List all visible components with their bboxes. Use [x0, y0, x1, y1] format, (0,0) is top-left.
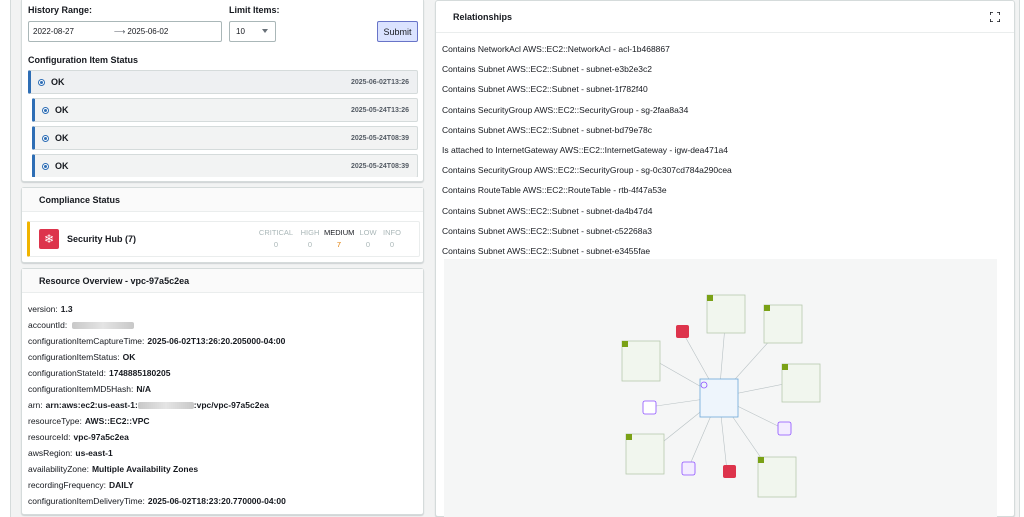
overview-row: awsRegion: us-east-1	[28, 448, 113, 458]
status-time: 2025-05-24T08:39	[351, 134, 409, 142]
history-range-label: History Range:	[28, 5, 93, 15]
relationships-list: Contains NetworkAcl AWS::EC2::NetworkAcl…	[442, 39, 1002, 261]
subnet-node[interactable]	[763, 304, 803, 344]
subnet-icon	[707, 295, 713, 301]
route-table-node-icon[interactable]	[777, 421, 792, 436]
chevron-down-icon	[262, 29, 268, 33]
severity-critical: CRITICAL 0	[258, 228, 294, 249]
network-acl-node-icon[interactable]	[642, 400, 657, 415]
subnet-node[interactable]	[706, 294, 746, 334]
vpc-icon	[700, 381, 708, 389]
overview-row: resourceId: vpc-97a5c2ea	[28, 432, 129, 442]
resource-overview-title: Resource Overview - vpc-97a5c2ea	[22, 269, 423, 293]
relationship-item: Contains Subnet AWS::EC2::Subnet - subne…	[442, 225, 652, 236]
resource-overview-body: version: 1.3 accountId: configurationItem…	[28, 301, 418, 509]
status-label: OK	[51, 77, 65, 87]
security-hub-icon: ❄	[39, 229, 59, 249]
subnet-icon	[758, 457, 764, 463]
limit-items-label: Limit Items:	[229, 5, 280, 15]
severity-info: INFO 0	[383, 228, 401, 249]
compliance-title: Compliance Status	[22, 188, 423, 212]
subnet-node[interactable]	[621, 340, 661, 382]
subnet-icon	[622, 341, 628, 347]
relationships-title: Relationships	[436, 1, 1014, 33]
status-item[interactable]: OK 2025-06-02T13:26	[28, 70, 418, 94]
subnet-node[interactable]	[781, 363, 821, 403]
status-label: OK	[55, 161, 69, 171]
relationship-item: Contains Subnet AWS::EC2::Subnet - subne…	[442, 64, 652, 75]
relationship-item: Contains Subnet AWS::EC2::Subnet - subne…	[442, 84, 648, 95]
overview-row: configurationItemCaptureTime: 2025-06-02T…	[28, 336, 286, 346]
overview-row: recordingFrequency: DAILY	[28, 480, 134, 490]
relationship-item: Contains Subnet AWS::EC2::Subnet - subne…	[442, 124, 652, 135]
relationship-item: Contains SecurityGroup AWS::EC2::Securit…	[442, 165, 732, 176]
overview-row: arn: arn:aws:ec2:us-east-1::vpc/vpc-97a5c…	[28, 400, 269, 410]
overview-row: version: 1.3	[28, 304, 73, 314]
compliance-panel: Compliance Status ❄ Security Hub (7) CRI…	[21, 187, 424, 263]
redacted-account-id	[72, 321, 135, 329]
redacted-account-id	[137, 401, 194, 409]
status-item[interactable]: OK 2025-05-24T08:39	[32, 154, 418, 177]
overview-row: configurationStateId: 1748885180205	[28, 368, 171, 378]
range-arrow-icon: ⟶	[113, 27, 126, 36]
status-time: 2025-05-24T08:39	[351, 162, 409, 170]
limit-items-value: 10	[236, 27, 245, 36]
subnet-node[interactable]	[757, 456, 797, 498]
submit-button[interactable]: Submit	[377, 21, 418, 42]
radio-icon[interactable]	[42, 162, 49, 170]
relationship-item: Contains RouteTable AWS::EC2::RouteTable…	[442, 185, 667, 196]
overview-row: resourceType: AWS::EC2::VPC	[28, 416, 150, 426]
status-item[interactable]: OK 2025-05-24T13:26	[32, 98, 418, 122]
overview-row: availabilityZone: Multiple Availability Z…	[28, 464, 199, 474]
limit-items-select[interactable]: 10	[229, 21, 276, 42]
relationships-panel: Relationships Contains NetworkAcl AWS::E…	[435, 0, 1015, 517]
radio-selected-icon[interactable]	[38, 78, 45, 86]
security-hub-row[interactable]: ❄ Security Hub (7) CRITICAL 0 HIGH 0 MEDIU…	[27, 221, 420, 257]
relationship-graph[interactable]	[444, 259, 997, 517]
subnet-icon	[764, 305, 770, 311]
subnet-node[interactable]	[625, 433, 665, 475]
config-status-title: Configuration Item Status	[28, 55, 138, 65]
security-group-node-icon[interactable]	[676, 325, 689, 338]
severity-medium: MEDIUM 7	[324, 228, 355, 249]
overview-row: configurationItemDeliveryTime: 2025-06-02…	[28, 496, 286, 506]
security-hub-name: Security Hub (7)	[67, 234, 137, 244]
relationship-item: Contains NetworkAcl AWS::EC2::NetworkAcl…	[442, 44, 670, 55]
vpc-node[interactable]	[699, 378, 739, 418]
relationship-item: Contains Subnet AWS::EC2::Subnet - subne…	[442, 245, 651, 256]
status-label: OK	[55, 133, 69, 143]
overview-row: configurationItemMD5Hash: N/A	[28, 384, 151, 394]
fullscreen-icon[interactable]	[990, 12, 1000, 22]
overview-row: accountId:	[28, 317, 418, 333]
status-item[interactable]: OK 2025-05-24T08:39	[32, 126, 418, 150]
history-range-input[interactable]: 2022-08-27 ⟶ 2025-06-02	[28, 21, 222, 42]
security-group-node-icon[interactable]	[723, 465, 736, 478]
status-label: OK	[55, 105, 69, 115]
severity-low: LOW 0	[359, 228, 377, 249]
relationship-item: Is attached to InternetGateway AWS::EC2:…	[442, 145, 729, 156]
overview-row: configurationItemStatus: OK	[28, 352, 136, 362]
relationship-item: Contains Subnet AWS::EC2::Subnet - subne…	[442, 205, 653, 216]
internet-gateway-node-icon[interactable]	[681, 461, 696, 476]
relationship-item: Contains SecurityGroup AWS::EC2::Securit…	[442, 104, 689, 115]
radio-icon[interactable]	[42, 134, 49, 142]
severity-high: HIGH 0	[300, 228, 320, 249]
config-status-list[interactable]: OK 2025-06-02T13:26 OK 2025-05-24T13:26 …	[28, 70, 418, 177]
status-time: 2025-06-02T13:26	[351, 78, 409, 86]
subnet-icon	[782, 364, 788, 370]
relationship-graph-canvas[interactable]	[444, 259, 997, 517]
subnet-icon	[626, 434, 632, 440]
radio-icon[interactable]	[42, 106, 49, 114]
status-time: 2025-05-24T13:26	[351, 106, 409, 114]
end-date[interactable]: 2025-06-02	[127, 27, 169, 36]
resource-overview-panel: Resource Overview - vpc-97a5c2ea version…	[21, 268, 424, 515]
start-date[interactable]: 2022-08-27	[33, 27, 74, 36]
